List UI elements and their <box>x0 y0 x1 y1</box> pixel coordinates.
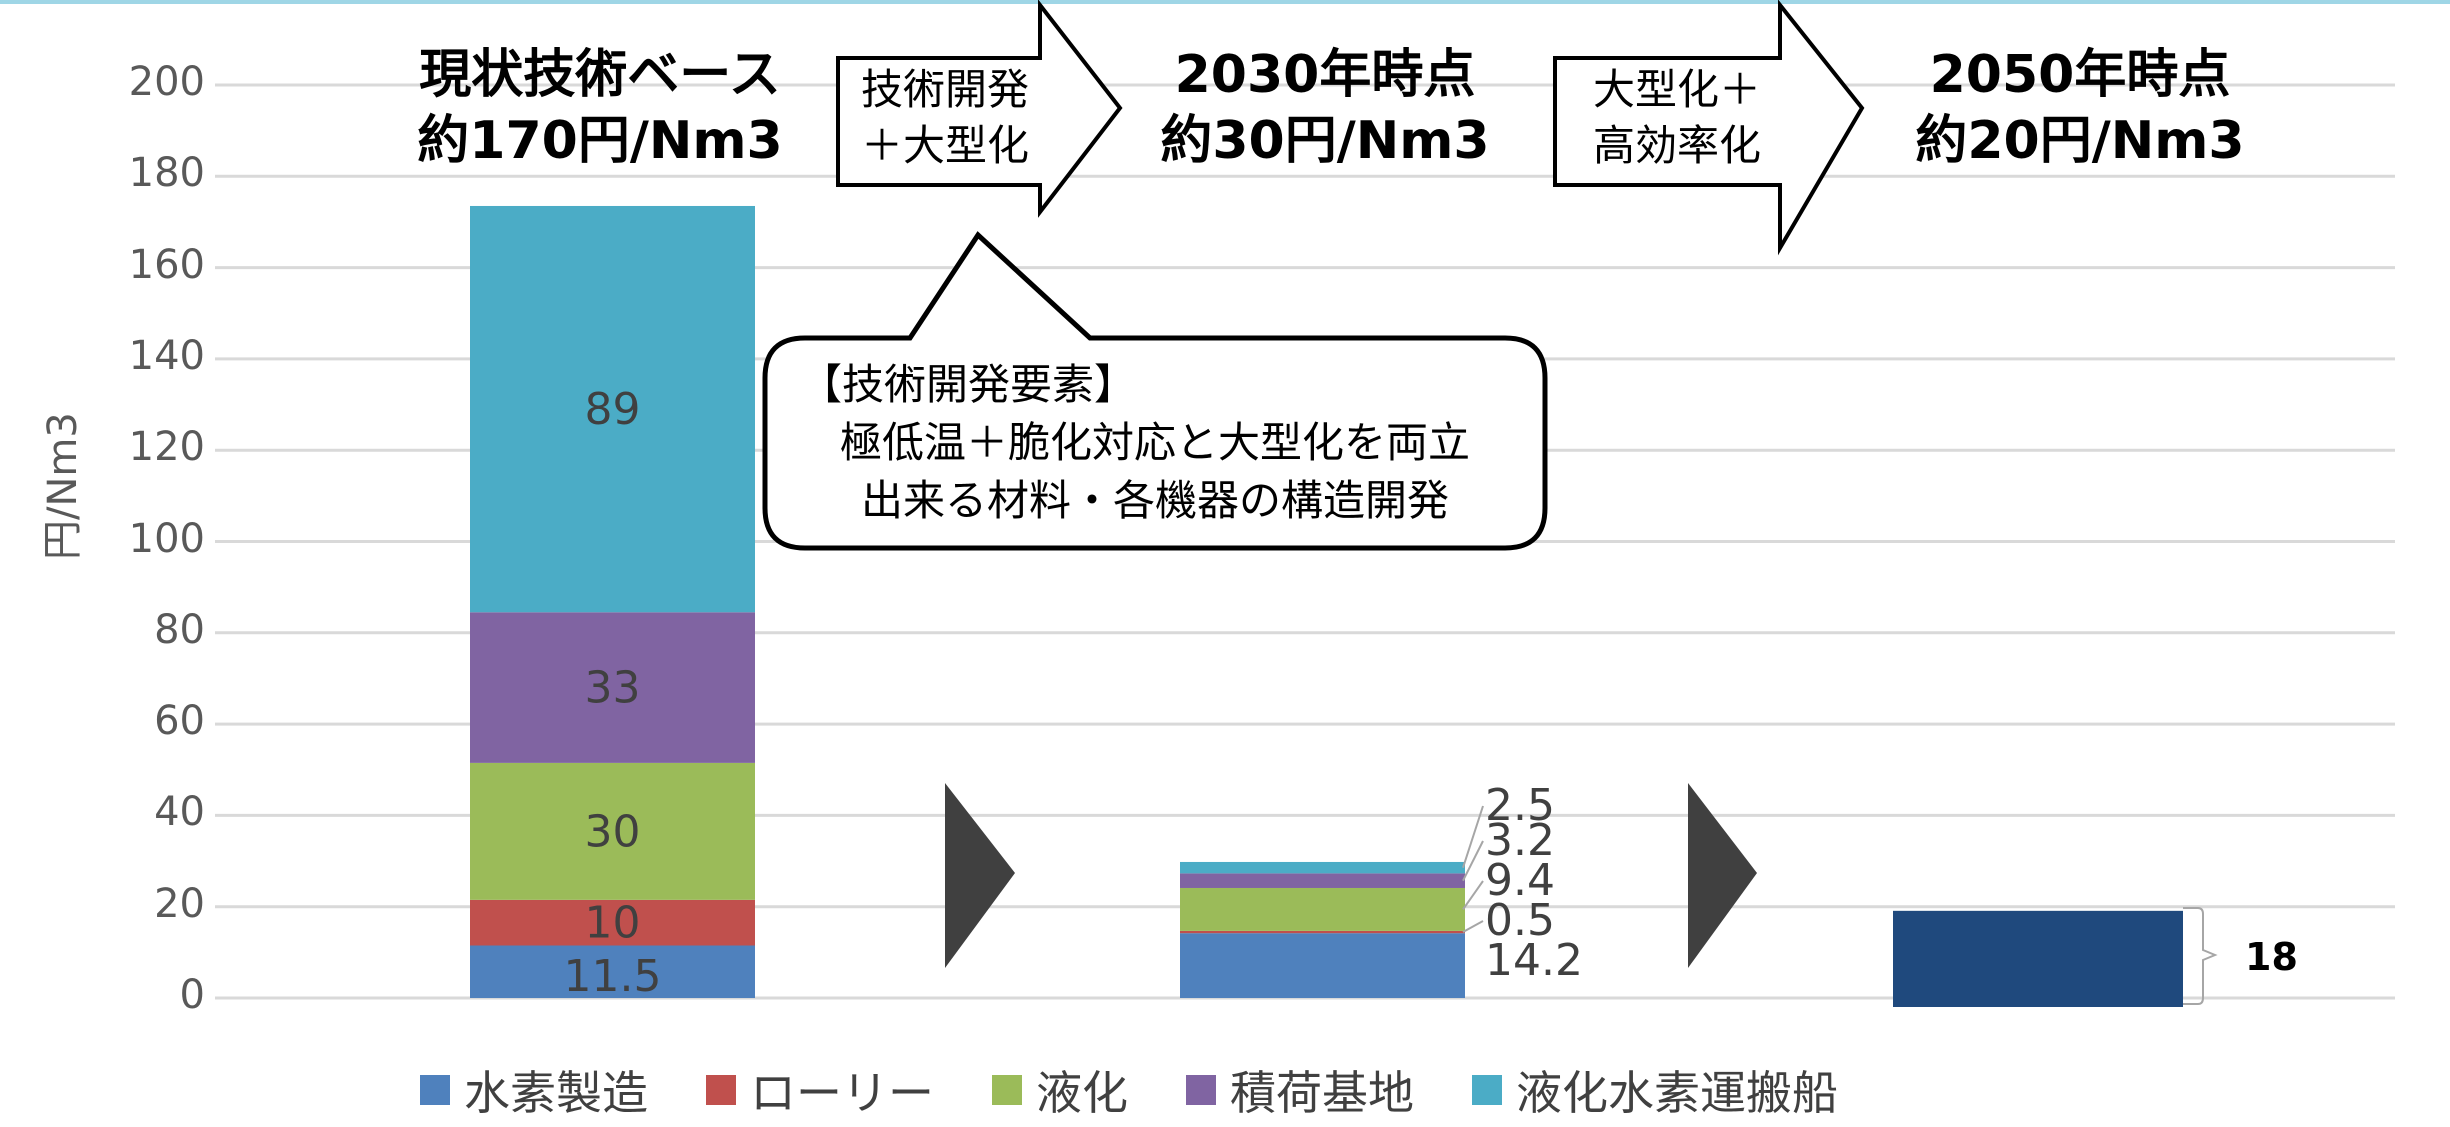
triangle-marker-2 <box>1688 783 1757 968</box>
y-tick-label: 40 <box>154 789 205 836</box>
leader-line-2030-3 <box>1462 840 1484 882</box>
arrow-text-2-line2: 高効率化 <box>1592 121 1761 170</box>
callout-line1: 【技術開発要素】 <box>800 360 1137 409</box>
y-tick-label: 160 <box>128 241 205 288</box>
bar-segment-1-2 <box>1180 887 1465 931</box>
legend-swatch <box>992 1075 1022 1105</box>
heading-current-line2: 約170円/Nm3 <box>417 111 783 171</box>
legend-label: 液化 <box>1036 1066 1128 1120</box>
y-tick-label: 0 <box>179 972 205 1018</box>
bar-segment-1-0 <box>1180 933 1465 998</box>
bar-total-2050 <box>1893 910 2183 1007</box>
arrow-text-2: 大型化＋ 高効率化 <box>1572 62 1782 174</box>
bar-segment-1-1 <box>1180 930 1465 934</box>
data-label-2030-0: 14.2 <box>1485 935 1583 986</box>
data-label-current-4: 89 <box>585 384 641 435</box>
labels-layer: 11.510 30 33 89 14.20.59.43.22.5 18 <box>564 384 2298 1002</box>
data-label-current-1: 10 <box>585 898 641 949</box>
legend-label: 水素製造 <box>464 1066 648 1120</box>
y-tick-label: 100 <box>128 515 205 562</box>
y-tick-label: 80 <box>154 606 205 653</box>
legend-item: 液化水素運搬船 <box>1472 1057 1838 1123</box>
y-tick-label: 60 <box>154 698 205 745</box>
legend-item: 積荷基地 <box>1186 1057 1414 1123</box>
y-tick-label: 20 <box>154 880 205 927</box>
legend-swatch <box>1472 1075 1502 1105</box>
legend-item: 水素製造 <box>420 1057 648 1123</box>
top-accent-line <box>0 0 2450 4</box>
arrow-shape-1 <box>836 0 1123 218</box>
legend-swatch <box>420 1075 450 1105</box>
data-label-2030-1: 0.5 <box>1485 895 1555 946</box>
heading-2030-line2: 約30円/Nm3 <box>1160 111 1490 171</box>
leader-line-2030-1 <box>1462 920 1484 933</box>
heading-2030-line1: 2030年時点 <box>1174 45 1476 105</box>
bar-segment-0-3 <box>470 612 755 763</box>
arrow-text-2-line1: 大型化＋ <box>1592 65 1761 114</box>
arrow-text-1-line1: 技術開発 <box>860 65 1029 114</box>
legend: 水素製造 ローリー 液化 積荷基地 液化水素運搬船 <box>420 1055 1896 1125</box>
legend-swatch <box>1186 1075 1216 1105</box>
arrow-text-1-line2: ＋大型化 <box>860 121 1029 170</box>
data-label-current-3: 33 <box>585 663 641 714</box>
data-label-2030-2: 9.4 <box>1485 855 1555 906</box>
callout-line3: 出来る材料・各機器の構造開発 <box>860 476 1449 525</box>
legend-label: ローリー <box>750 1066 934 1120</box>
legend-label: 液化水素運搬船 <box>1516 1066 1838 1120</box>
data-label-current-2: 30 <box>585 806 641 857</box>
y-tick-label: 120 <box>128 424 205 471</box>
legend-item: ローリー <box>706 1057 934 1123</box>
legend-label: 積荷基地 <box>1230 1066 1414 1120</box>
data-label-2050-total: 18 <box>2245 935 2298 979</box>
callout-text: 【技術開発要素】 極低温＋脆化対応と大型化を両立 出来る材料・各機器の構造開発 <box>790 356 1520 530</box>
bracket-2050 <box>2183 907 2218 1005</box>
heading-2050-line2: 約20円/Nm3 <box>1915 111 2245 171</box>
y-tick-label: 200 <box>128 59 205 105</box>
heading-current-line1: 現状技術ベース <box>419 45 781 105</box>
y-tick-label: 140 <box>128 332 205 379</box>
arrow-text-1: 技術開発 ＋大型化 <box>845 62 1045 174</box>
triangle-marker-1 <box>945 783 1015 968</box>
heading-2030: 2030年時点 約30円/Nm3 <box>1125 42 1525 174</box>
data-label-2030-3: 3.2 <box>1485 815 1555 866</box>
callout-line2: 極低温＋脆化対応と大型化を両立 <box>839 418 1470 467</box>
bars-layer <box>470 205 2183 1007</box>
callout-bubble <box>762 231 1548 551</box>
bar-segment-0-0 <box>470 945 755 998</box>
bar-segment-0-2 <box>470 762 755 900</box>
heading-2050-line1: 2050年時点 <box>1929 45 2231 105</box>
bar-segment-0-4 <box>470 205 755 613</box>
heading-current: 現状技術ベース 約170円/Nm3 <box>360 42 840 174</box>
leader-line-2030-4 <box>1462 805 1484 868</box>
legend-swatch <box>706 1075 736 1105</box>
arrow-shape-2 <box>1553 0 1865 256</box>
leader-line-2030-2 <box>1462 880 1484 911</box>
bar-segment-0-1 <box>470 899 755 946</box>
legend-item: 液化 <box>992 1057 1128 1123</box>
bar-segment-1-4 <box>1180 861 1465 874</box>
heading-2050: 2050年時点 約20円/Nm3 <box>1880 42 2280 174</box>
y-tick-label: 180 <box>128 150 205 197</box>
data-label-2030-4: 2.5 <box>1485 780 1555 831</box>
data-label-current-0: 11.5 <box>564 951 662 1002</box>
bar-segment-1-3 <box>1180 873 1465 888</box>
